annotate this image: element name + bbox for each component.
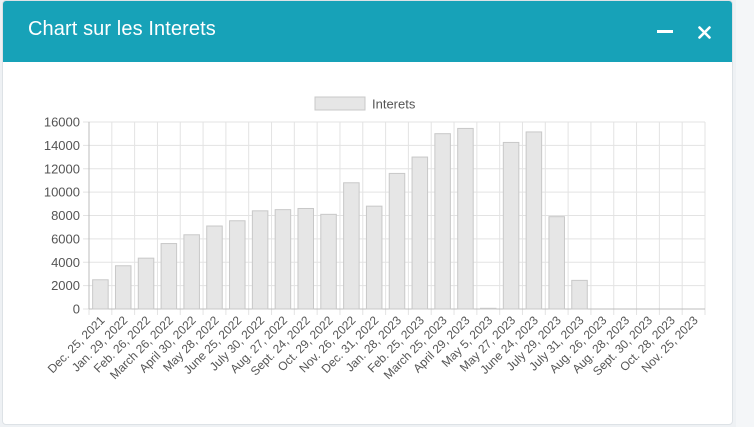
y-tick-label: 12000 bbox=[44, 161, 80, 176]
bar bbox=[137, 257, 155, 310]
bar bbox=[365, 205, 383, 310]
y-tick-label: 6000 bbox=[51, 231, 80, 246]
y-tick-label: 4000 bbox=[51, 255, 80, 270]
minus-icon bbox=[657, 30, 673, 33]
bar bbox=[388, 172, 406, 310]
bar bbox=[183, 234, 200, 310]
y-tick-label: 14000 bbox=[44, 138, 80, 153]
bar bbox=[251, 210, 269, 310]
bar bbox=[114, 265, 132, 310]
bar bbox=[457, 127, 474, 310]
y-tick-label: 16000 bbox=[44, 115, 80, 130]
bar bbox=[434, 133, 451, 310]
bar bbox=[92, 279, 109, 310]
y-tick-label: 10000 bbox=[44, 185, 80, 200]
bar bbox=[343, 182, 360, 310]
page-scroll-gutter bbox=[736, 0, 754, 427]
bar bbox=[206, 225, 223, 310]
bar bbox=[548, 216, 565, 310]
y-tick-label: 0 bbox=[73, 302, 80, 317]
minimize-button[interactable] bbox=[652, 17, 678, 47]
close-button[interactable] bbox=[691, 17, 717, 47]
bar bbox=[320, 213, 337, 310]
x-icon bbox=[697, 25, 711, 39]
bar bbox=[525, 131, 543, 310]
bar bbox=[274, 209, 292, 310]
legend-label: Interets bbox=[372, 97, 416, 112]
chart-card: Chart sur les Interets 0 2000 4000 6000 8000… bbox=[2, 0, 733, 425]
bar bbox=[480, 307, 497, 310]
bar bbox=[160, 243, 178, 310]
bar-chart: 0200040006000800010000120001400016000Dec… bbox=[44, 96, 706, 382]
bar bbox=[502, 141, 520, 310]
legend-swatch bbox=[314, 96, 366, 111]
y-tick-label: 2000 bbox=[51, 278, 80, 293]
bar bbox=[229, 220, 246, 310]
bar bbox=[411, 156, 429, 310]
card-header: Chart sur les Interets bbox=[3, 1, 732, 62]
y-tick-label: 8000 bbox=[51, 208, 80, 223]
bar bbox=[571, 279, 588, 310]
card-title: Chart sur les Interets bbox=[28, 18, 216, 40]
bar bbox=[297, 207, 314, 310]
